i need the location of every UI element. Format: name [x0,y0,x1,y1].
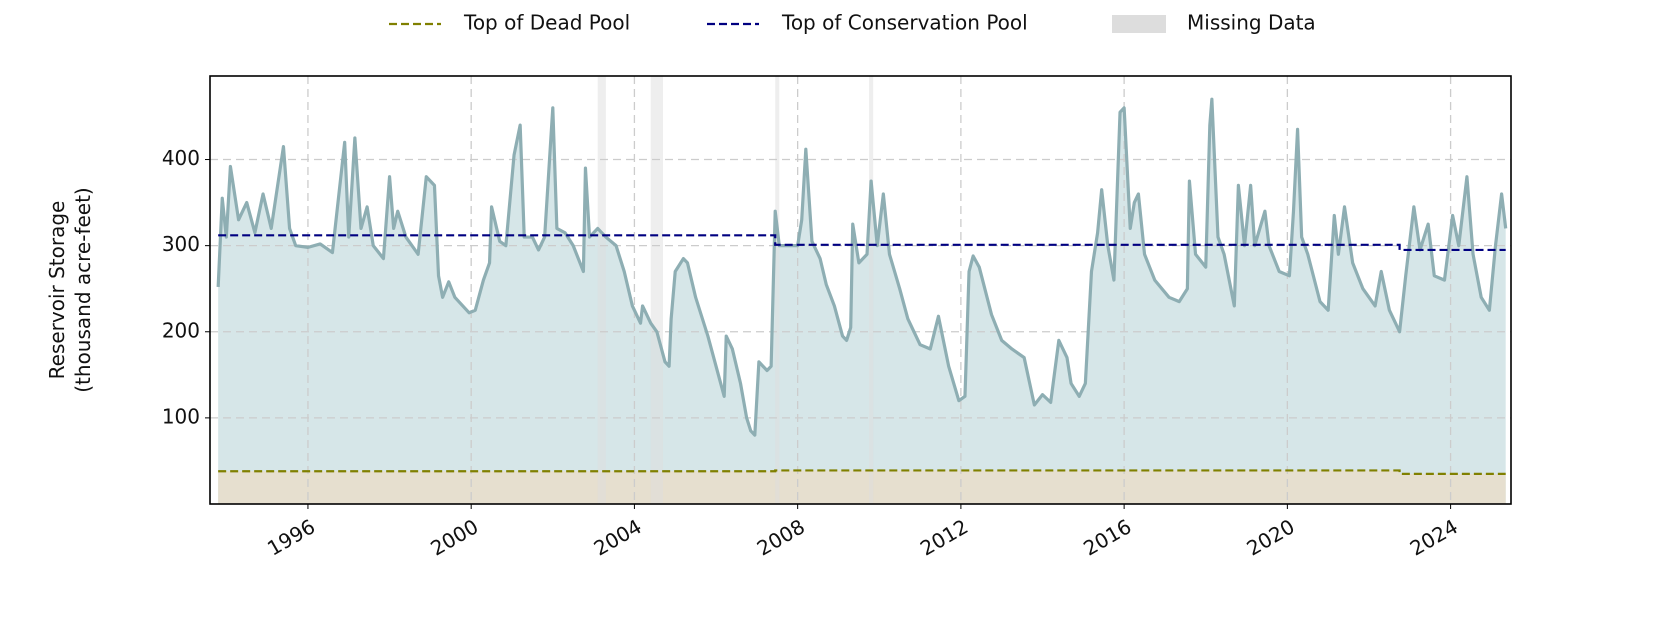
x-tick-label: 2004 [590,514,646,560]
legend-label: Missing Data [1187,11,1316,35]
missing-band [775,76,780,504]
x-tick-label: 2024 [1406,514,1462,560]
y-axis-label-line: Reservoir Storage [45,201,69,380]
missing-band [869,76,874,504]
storage-line [216,97,1508,437]
legend-swatch [1112,15,1166,33]
pool-line [218,469,1506,475]
y-tick-label: 100 [162,404,200,428]
dead-pool-area [218,470,1506,504]
pool-line [218,234,1506,252]
missing-band [597,76,606,504]
x-tick-label: 2008 [753,514,809,560]
legend-label: Top of Conservation Pool [781,11,1028,35]
x-tick-label: 2020 [1243,514,1299,560]
storage-area [218,99,1506,504]
x-tick-label: 2000 [426,514,482,560]
y-tick-label: 400 [162,146,200,170]
x-tick-label: 2012 [916,514,972,560]
y-tick-label: 200 [162,318,200,342]
y-axis-label-line: (thousand acre-feet) [71,187,95,393]
x-tick-label: 1996 [263,514,319,560]
y-tick-label: 300 [162,232,200,256]
missing-band [650,76,663,504]
legend-label: Top of Dead Pool [463,11,630,35]
plot-frame [209,75,1512,505]
x-tick-label: 2016 [1079,514,1135,560]
y-axis-label: Reservoir Storage (thousand acre-feet) [45,187,95,393]
